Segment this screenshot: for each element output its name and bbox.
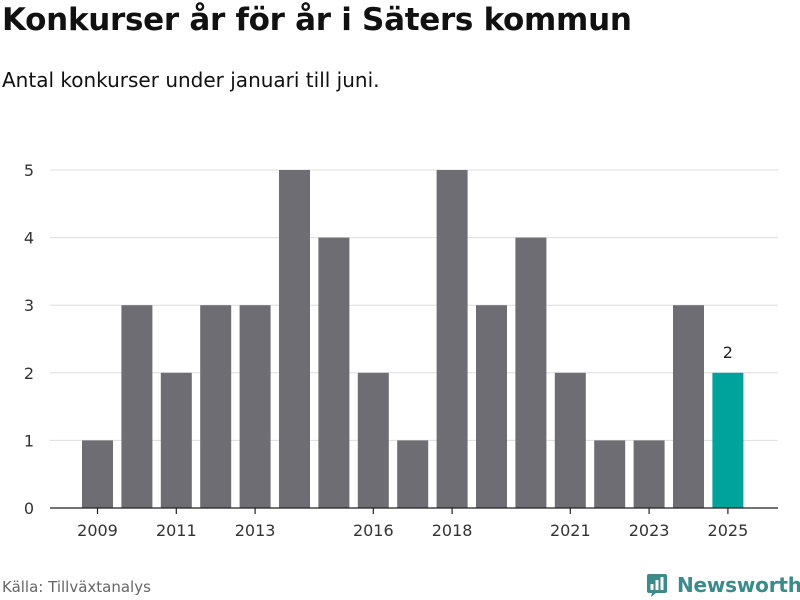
- data-label: 2: [723, 343, 733, 362]
- bar-2010: [121, 305, 153, 508]
- bar-chart-icon: [647, 574, 667, 597]
- bar-2014: [279, 170, 310, 508]
- x-tick-label: 2009: [77, 521, 118, 540]
- x-tick-label: 2016: [353, 521, 394, 540]
- x-tick-label: 2025: [708, 521, 749, 540]
- bar-2018: [436, 170, 468, 508]
- bar-2017: [397, 440, 429, 508]
- y-tick-label: 5: [24, 161, 34, 180]
- x-tick-label: 2018: [432, 521, 473, 540]
- bar-2025: [712, 372, 744, 508]
- bar-2015: [318, 237, 350, 508]
- bar-2011: [160, 372, 192, 508]
- bar-2009: [82, 440, 113, 508]
- y-tick-label: 3: [24, 296, 34, 315]
- bar-2020: [515, 237, 547, 508]
- bar-2019: [476, 305, 507, 508]
- x-tick-label: 2023: [629, 521, 670, 540]
- chart-subtitle: Antal konkurser under januari till juni.: [2, 68, 380, 92]
- brand-name: Newsworthy: [677, 573, 800, 597]
- x-tick-label: 2011: [156, 521, 197, 540]
- chart-title: Konkurser år för år i Säters kommun: [2, 2, 632, 38]
- bar-2012: [200, 305, 232, 508]
- source-note: Källa: Tillväxtanalys: [2, 578, 151, 596]
- bar-2021: [554, 372, 586, 508]
- x-tick-label: 2013: [235, 521, 276, 540]
- bar-2013: [239, 305, 271, 508]
- y-tick-label: 4: [24, 229, 34, 248]
- y-tick-label: 2: [24, 364, 34, 383]
- bar-2016: [357, 372, 389, 508]
- x-tick-label: 2021: [550, 521, 591, 540]
- y-tick-label: 1: [24, 431, 34, 450]
- newsworthy-logo[interactable]: Newsworthy: [644, 570, 800, 600]
- bar-2023: [633, 440, 665, 508]
- bar-2024: [673, 305, 704, 508]
- bar-2022: [594, 440, 626, 508]
- y-tick-label: 0: [24, 499, 34, 518]
